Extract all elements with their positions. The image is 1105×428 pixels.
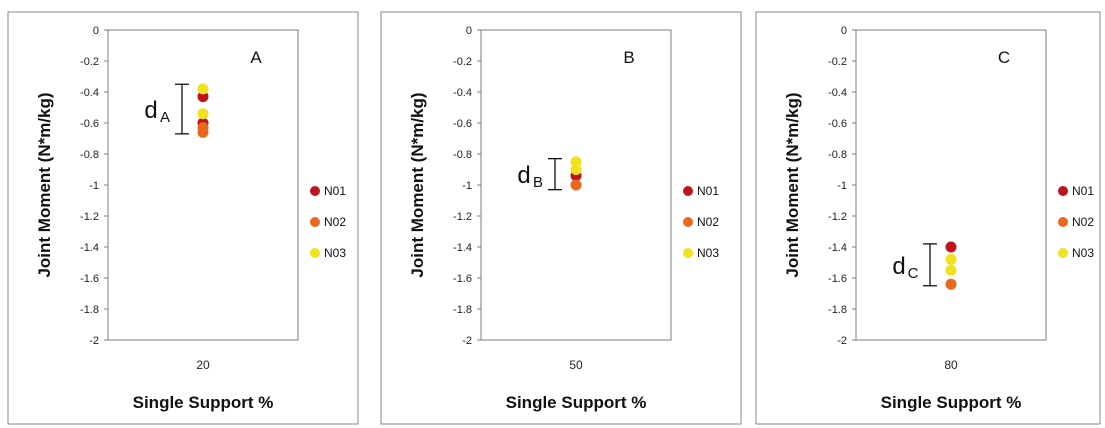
y-tick-label: -1.8	[80, 304, 99, 316]
y-tick-label: -0.2	[828, 56, 847, 68]
data-point-n03	[570, 156, 582, 168]
data-point-n02	[945, 278, 957, 290]
y-tick-label: -2	[462, 335, 472, 347]
y-tick-label: -0.4	[80, 87, 99, 99]
legend-marker-n01	[310, 186, 320, 196]
data-point-n03	[197, 83, 209, 95]
legend-marker-n01	[683, 186, 693, 196]
y-tick-label: -1.2	[828, 211, 847, 223]
legend-label-n01: N01	[324, 184, 346, 198]
y-tick-label: -1.6	[80, 273, 99, 285]
legend-marker-n02	[683, 217, 693, 227]
legend-label-n03: N03	[324, 246, 346, 260]
data-point-n02	[570, 179, 582, 191]
x-axis-label: Single Support %	[881, 393, 1022, 412]
legend-label-n02: N02	[1072, 215, 1094, 229]
chart-panel-a: 0 -0.2 -0.4 -0.6 -0.8 -1 -1.2 -1.4 -1.6 -1.8 -2 20 J…	[7, 11, 359, 425]
y-tick-label: -0.8	[828, 149, 847, 161]
legend-marker-n03	[310, 248, 320, 258]
panel-border	[7, 11, 359, 425]
y-tick-label: -1.6	[828, 273, 847, 285]
data-point-n02	[197, 126, 209, 138]
y-tick-label: 0	[466, 25, 472, 37]
panel-letter: C	[998, 48, 1010, 67]
x-axis-label: Single Support %	[506, 393, 647, 412]
y-tick-label: -0.4	[828, 87, 847, 99]
y-axis-label: Joint Moment (N*m/kg)	[783, 92, 802, 277]
legend-label-n01: N01	[1072, 184, 1094, 198]
x-tick-label: 50	[569, 358, 583, 372]
y-tick-label: -0.2	[80, 56, 99, 68]
legend-marker-n02	[1058, 217, 1068, 227]
data-point-n03	[570, 164, 582, 175]
y-tick-label: -2	[89, 335, 99, 347]
y-tick-label: -1.8	[453, 304, 472, 316]
legend-label-n01: N01	[697, 184, 719, 198]
panel-letter: A	[250, 48, 262, 67]
panel-letter: B	[623, 48, 634, 67]
range-label: d	[892, 253, 905, 280]
x-axis-label: Single Support %	[133, 393, 274, 412]
legend-label-n03: N03	[697, 246, 719, 260]
data-point-n03	[945, 253, 957, 265]
y-tick-label: 0	[93, 25, 99, 37]
y-tick-label: -1	[89, 180, 99, 192]
y-tick-label: -0.2	[453, 56, 472, 68]
y-tick-label: 0	[841, 25, 847, 37]
y-axis-label: Joint Moment (N*m/kg)	[408, 92, 427, 277]
legend-marker-n03	[1058, 248, 1068, 258]
data-point-n01	[945, 241, 957, 253]
y-tick-label: -0.8	[80, 149, 99, 161]
range-label-subscript: B	[533, 174, 543, 191]
data-point-n03	[945, 264, 957, 276]
y-tick-label: -1	[837, 180, 847, 192]
range-label-subscript: A	[160, 109, 170, 126]
legend-label-n02: N02	[697, 215, 719, 229]
legend-label-n02: N02	[324, 215, 346, 229]
y-axis-label: Joint Moment (N*m/kg)	[35, 92, 54, 277]
y-tick-label: -1.2	[80, 211, 99, 223]
y-tick-label: -0.8	[453, 149, 472, 161]
y-tick-label: -0.6	[828, 118, 847, 130]
x-tick-label: 80	[944, 358, 958, 372]
range-label-subscript: C	[908, 265, 919, 282]
y-tick-label: -1.8	[828, 304, 847, 316]
y-tick-label: -0.6	[80, 118, 99, 130]
legend-marker-n01	[1058, 186, 1068, 196]
panel-border	[755, 11, 1101, 425]
chart-panel-c: 0 -0.2 -0.4 -0.6 -0.8 -1 -1.2 -1.4 -1.6 -1.8 -2 80 J…	[755, 11, 1101, 425]
data-point-n03	[197, 108, 209, 120]
x-tick-label: 20	[196, 358, 210, 372]
y-tick-label: -1.6	[453, 273, 472, 285]
legend-marker-n03	[683, 248, 693, 258]
y-tick-label: -2	[837, 335, 847, 347]
y-tick-label: -1	[462, 180, 472, 192]
y-tick-label: -0.4	[453, 87, 472, 99]
legend-marker-n02	[310, 217, 320, 227]
range-label: d	[144, 97, 157, 124]
range-label: d	[517, 162, 530, 189]
y-tick-label: -1.2	[453, 211, 472, 223]
data-point-n01	[197, 91, 209, 103]
y-tick-label: -1.4	[828, 242, 847, 254]
y-tick-label: -1.4	[453, 242, 472, 254]
legend-label-n03: N03	[1072, 246, 1094, 260]
y-tick-label: -0.6	[453, 118, 472, 130]
panel-border	[380, 11, 742, 425]
y-tick-label: -1.4	[80, 242, 99, 254]
chart-panel-b: 0 -0.2 -0.4 -0.6 -0.8 -1 -1.2 -1.4 -1.6 -1.8 -2 50 J…	[380, 11, 742, 425]
